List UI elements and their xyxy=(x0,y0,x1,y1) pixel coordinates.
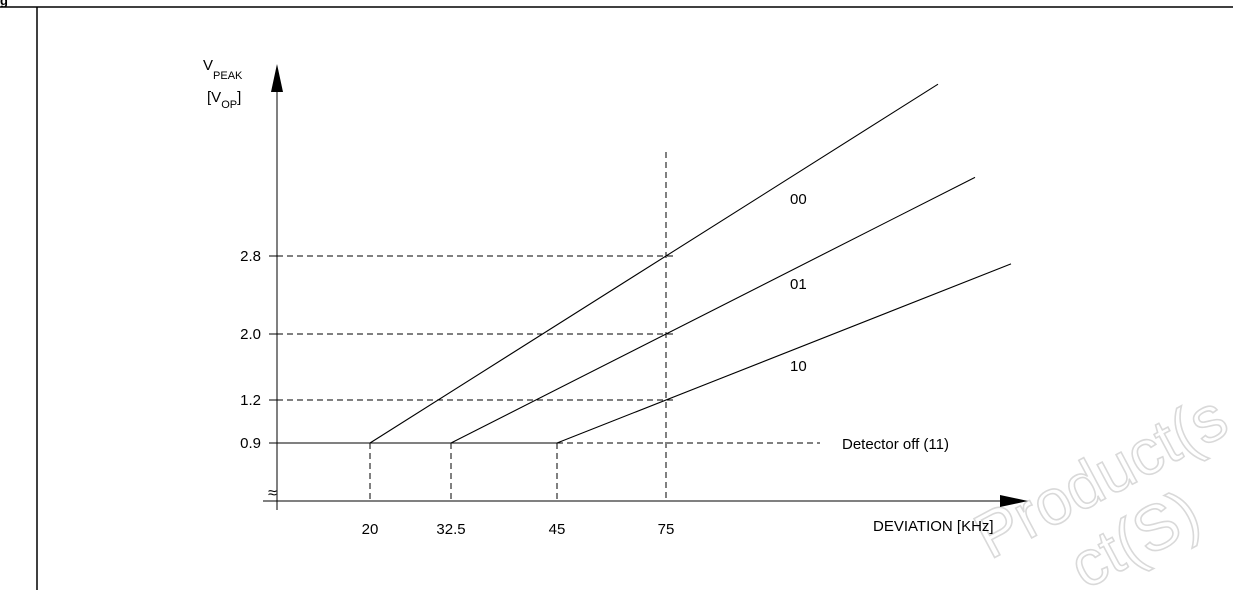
series-label-detector-off: Detector off (11) xyxy=(842,436,949,453)
x-axis-title: DEVIATION [KHz] xyxy=(873,518,994,535)
x-tick-label: 75 xyxy=(658,521,675,538)
x-tick-label: 20 xyxy=(362,521,379,538)
y-axis-unit: [VOP] xyxy=(207,89,241,111)
y-axis-unit-suffix: ] xyxy=(237,89,241,106)
series-labels: 00 01 10 Detector off (11) xyxy=(790,191,949,453)
x-tick-label: 32.5 xyxy=(436,521,465,538)
y-axis-unit-prefix: [V xyxy=(207,89,221,106)
x-axis-arrow xyxy=(1000,495,1028,507)
x-tick-label: 45 xyxy=(549,521,566,538)
watermark: Product(s ct(S) xyxy=(962,379,1233,595)
series-line-10 xyxy=(556,263,1012,444)
axes: ≈ xyxy=(263,64,1028,510)
reference-lines xyxy=(277,152,820,501)
y-axis-title: VPEAK xyxy=(203,57,243,82)
series-label-01: 01 xyxy=(790,276,807,293)
y-tick-label: 0.9 xyxy=(240,435,261,452)
y-axis-unit-sub: OP xyxy=(221,99,237,111)
tick-labels: 20 32.5 45 75 0.9 1.2 2.0 2.8 xyxy=(240,248,674,538)
series-line-01 xyxy=(450,176,976,444)
y-axis-break: ≈ xyxy=(268,485,277,502)
y-axis-title-main: V xyxy=(203,57,213,74)
y-tick-label: 1.2 xyxy=(240,392,261,409)
series-lines xyxy=(277,83,1012,444)
series-label-00: 00 xyxy=(790,191,807,208)
figure-label: g xyxy=(0,0,8,8)
series-line-00 xyxy=(369,83,939,444)
series-label-10: 10 xyxy=(790,358,807,375)
y-tick-label: 2.8 xyxy=(240,248,261,265)
y-tick-label: 2.0 xyxy=(240,326,261,343)
y-axis-arrow xyxy=(271,64,283,92)
y-axis-title-sub: PEAK xyxy=(213,70,243,82)
